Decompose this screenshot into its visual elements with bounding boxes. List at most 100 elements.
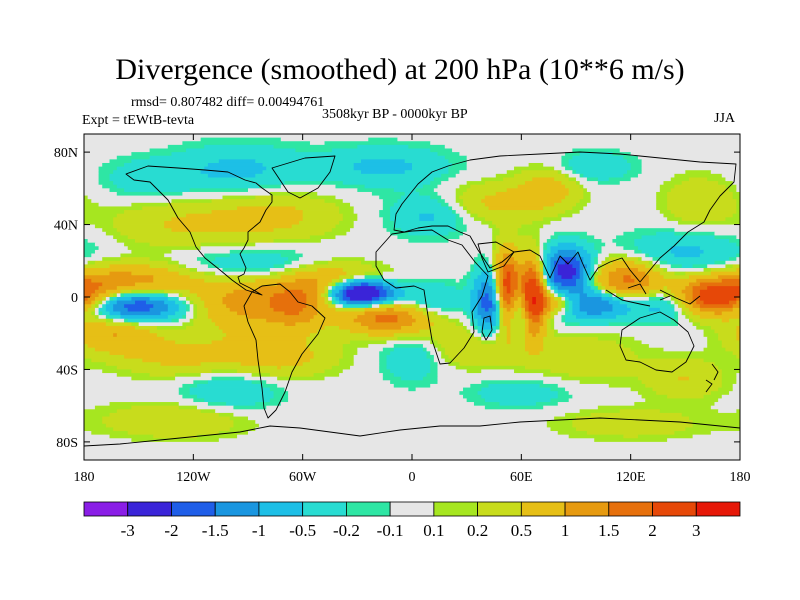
- field-cell: [335, 224, 355, 229]
- field-cell: [127, 246, 202, 251]
- field-cell: [200, 260, 212, 265]
- field-cell: [393, 304, 402, 309]
- field-cell: [550, 369, 723, 374]
- field-cell: [685, 271, 712, 276]
- x-tick-label: 0: [409, 470, 416, 485]
- field-cell: [627, 253, 646, 258]
- field-cell: [251, 380, 267, 385]
- field-cell: [430, 148, 453, 153]
- field-cell: [535, 239, 540, 244]
- field-cell: [463, 394, 482, 399]
- field-cell: [444, 282, 468, 287]
- field-cell: [492, 239, 497, 244]
- field-cell: [590, 260, 595, 265]
- field-cell: [696, 300, 704, 305]
- field-cell: [84, 282, 103, 287]
- field-cell: [466, 271, 471, 276]
- field-cell: [346, 278, 355, 283]
- field-cell: [116, 297, 132, 302]
- field-cell: [550, 293, 555, 298]
- field-cell: [207, 380, 253, 385]
- field-cell: [116, 409, 202, 414]
- field-cell: [87, 344, 307, 349]
- field-cell: [670, 304, 675, 309]
- field-cell: [379, 369, 391, 374]
- field-cell: [269, 271, 278, 276]
- field-cell: [546, 304, 551, 309]
- field-cell: [492, 293, 497, 298]
- field-cell: [707, 177, 726, 182]
- field-cell: [667, 260, 715, 265]
- field-cell: [473, 286, 482, 291]
- field-cell: [116, 184, 260, 189]
- field-cell: [561, 297, 566, 302]
- field-cell: [105, 307, 114, 312]
- field-cell: [499, 307, 504, 312]
- field-cell: [149, 373, 176, 378]
- field-cell: [699, 246, 740, 251]
- field-cell: [124, 162, 209, 167]
- field-cell: [382, 376, 402, 381]
- field-cell: [535, 275, 540, 280]
- field-cell: [503, 307, 508, 312]
- field-cell: [91, 293, 99, 298]
- field-cell: [350, 340, 387, 345]
- field-cell: [306, 264, 373, 269]
- field-cell: [488, 293, 493, 298]
- field-cell: [116, 286, 260, 291]
- field-cell: [463, 286, 475, 291]
- field-cell: [663, 297, 672, 302]
- field-cell: [284, 264, 300, 269]
- field-cell: [167, 144, 205, 149]
- field-cell: [532, 220, 551, 225]
- field-cell: [681, 217, 726, 222]
- field-cell: [546, 333, 555, 338]
- field-cell: [510, 333, 526, 338]
- field-cell: [477, 325, 482, 330]
- field-cell: [732, 351, 740, 356]
- field-cell: [597, 278, 610, 283]
- field-cell: [623, 344, 650, 349]
- field-cell: [207, 315, 249, 320]
- field-cell: [674, 297, 679, 302]
- field-cell: [546, 420, 573, 425]
- field-cell: [94, 224, 114, 229]
- field-cell: [488, 257, 493, 262]
- field-cell: [557, 235, 581, 240]
- field-cell: [175, 340, 212, 345]
- field-cell: [463, 231, 493, 236]
- field-cell: [189, 289, 234, 294]
- field-cell: [200, 362, 242, 367]
- field-cell: [196, 268, 223, 273]
- field-cell: [568, 398, 646, 403]
- field-cell: [94, 249, 132, 254]
- field-cell: [382, 275, 464, 280]
- field-cell: [572, 307, 581, 312]
- field-cell: [379, 297, 387, 302]
- field-cell: [517, 260, 526, 265]
- field-cell: [331, 300, 336, 305]
- field-cell: [557, 257, 577, 262]
- field-cell: [565, 293, 581, 298]
- field-cell: [481, 394, 559, 399]
- field-cell: [364, 307, 387, 312]
- field-cell: [379, 293, 387, 298]
- field-cell: [324, 376, 384, 381]
- field-cell: [113, 304, 125, 309]
- field-cell: [277, 383, 395, 388]
- field-cell: [528, 162, 544, 167]
- field-cell: [506, 271, 511, 276]
- field-cell: [543, 257, 548, 262]
- field-cell: [463, 307, 471, 312]
- field-cell: [102, 282, 136, 287]
- field-cell: [528, 307, 544, 312]
- field-cell: [477, 311, 493, 316]
- field-cell: [576, 315, 617, 320]
- field-cell: [218, 438, 595, 443]
- field-cell: [557, 242, 577, 247]
- field-cell: [521, 304, 526, 309]
- field-cell: [546, 268, 551, 273]
- field-cell: [583, 275, 588, 280]
- field-cell: [488, 307, 497, 312]
- field-cell: [375, 318, 398, 323]
